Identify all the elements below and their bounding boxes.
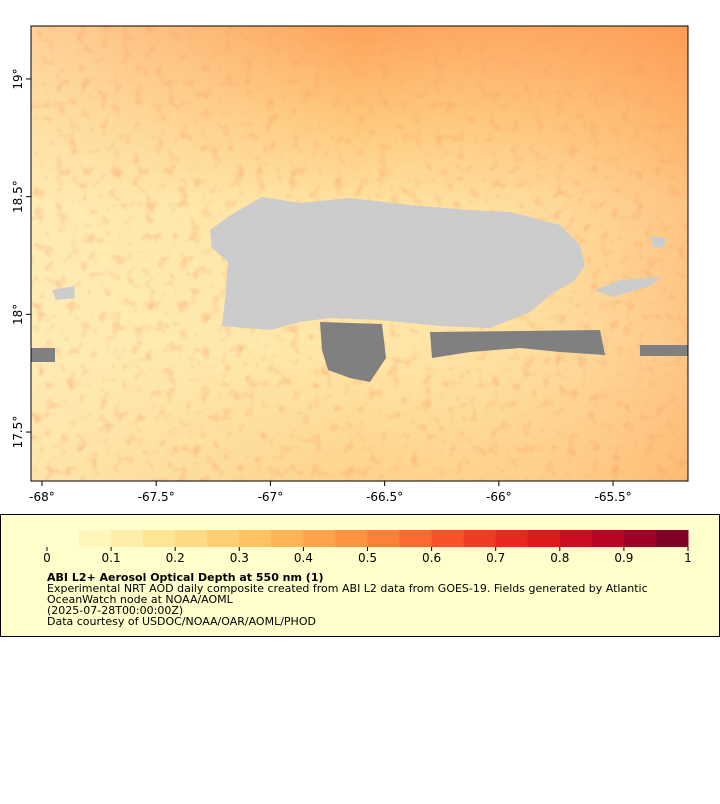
colorbar-swatch xyxy=(175,530,208,547)
colorbar-swatch xyxy=(367,530,401,547)
colorbar-swatch xyxy=(303,530,336,547)
masked-area xyxy=(320,322,386,382)
colorbar-swatch xyxy=(527,530,561,547)
colorbar-tick-label: 0.1 xyxy=(102,551,121,565)
x-tick-label: -65.5° xyxy=(595,490,632,504)
caption-line: Data courtesy of USDOC/NOAA/OAR/AOML/PHO… xyxy=(47,615,316,628)
island xyxy=(210,197,585,330)
colorbar-swatch xyxy=(495,530,529,547)
colorbar-tick-label: 1 xyxy=(684,551,692,565)
caption-title: ABI L2+ Aerosol Optical Depth at 550 nm … xyxy=(47,571,324,584)
colorbar-swatch xyxy=(431,530,465,547)
x-tick-label: -67° xyxy=(258,490,284,504)
colorbar-tick-label: 0 xyxy=(43,551,51,565)
island xyxy=(52,286,75,300)
colorbar-swatch xyxy=(111,530,144,547)
colorbar-tick-label: 0.6 xyxy=(422,551,441,565)
colorbar-tick-label: 0.9 xyxy=(614,551,633,565)
colorbar-swatch xyxy=(207,530,240,547)
caption-line: Experimental NRT AOD daily composite cre… xyxy=(47,582,648,595)
colorbar-tick-label: 0.8 xyxy=(550,551,569,565)
colorbar-swatch xyxy=(143,530,176,547)
colorbar-tick-label: 0.7 xyxy=(486,551,505,565)
masked-area xyxy=(640,345,688,356)
y-tick-label: 19° xyxy=(11,68,25,89)
colorbar-tick-label: 0.4 xyxy=(294,551,313,565)
colorbar-swatch xyxy=(335,530,368,547)
y-tick-label: 17.5° xyxy=(11,416,25,449)
colorbar-tick-label: 0.3 xyxy=(230,551,249,565)
colorbar-tick-label: 0.2 xyxy=(166,551,185,565)
x-tick-label: -66.5° xyxy=(366,490,403,504)
colorbar-swatch xyxy=(271,530,304,547)
colorbar-swatch xyxy=(623,530,657,547)
colorbar-swatch xyxy=(591,530,625,547)
island xyxy=(650,236,666,248)
colorbar-tick-label: 0.5 xyxy=(358,551,377,565)
map-raster xyxy=(30,25,689,482)
masked-area xyxy=(430,330,605,358)
colorbar-swatch xyxy=(559,530,593,547)
x-tick-label: -68° xyxy=(29,490,55,504)
masked-area xyxy=(31,348,55,362)
colorbar-swatch xyxy=(47,530,80,547)
x-tick-label: -67.5° xyxy=(138,490,175,504)
colorbar-swatch xyxy=(239,530,272,547)
colorbar-swatch xyxy=(79,530,112,547)
caption-line: (2025-07-28T00:00:00Z) xyxy=(47,604,183,617)
colorbar-swatch xyxy=(655,530,689,547)
y-tick-label: 18° xyxy=(11,304,25,325)
island xyxy=(595,277,662,297)
colorbar-swatch xyxy=(463,530,497,547)
caption-line: OceanWatch node at NOAA/AOML xyxy=(47,593,234,606)
colorbar-swatch xyxy=(399,530,433,547)
y-tick-label: 18.5° xyxy=(11,180,25,213)
caption: ABI L2+ Aerosol Optical Depth at 550 nm … xyxy=(47,571,648,628)
x-tick-label: -66° xyxy=(486,490,512,504)
